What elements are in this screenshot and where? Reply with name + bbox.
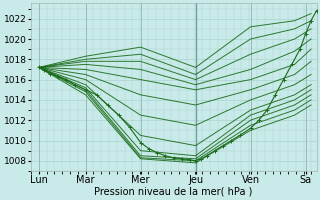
X-axis label: Pression niveau de la mer( hPa ): Pression niveau de la mer( hPa ) bbox=[94, 187, 253, 197]
